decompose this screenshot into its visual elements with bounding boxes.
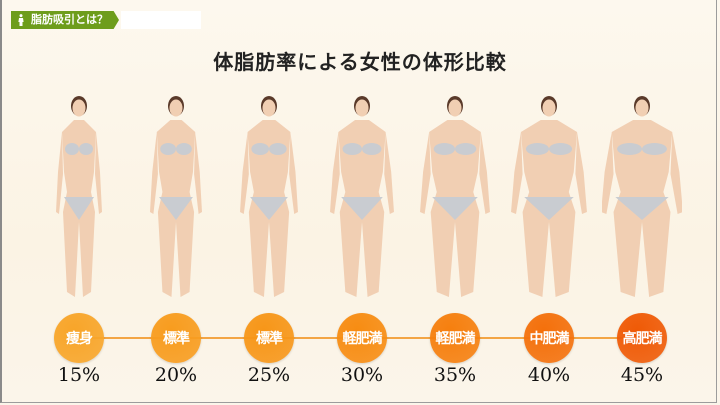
level-badge: 標準 [244, 313, 294, 363]
level-label: 軽肥満 [342, 331, 383, 347]
level-badge: 痩身 [54, 313, 104, 363]
level-badge: 高肥満 [617, 313, 667, 363]
body-figure [420, 96, 490, 297]
level-badge: 軽肥満 [430, 313, 480, 363]
body-fat-percent: 30% [340, 364, 384, 386]
body-figure [511, 96, 587, 297]
level-label: 標準 [256, 331, 283, 347]
tag-extension [121, 11, 201, 29]
page-title: 体脂肪率による女性の体形比較 [213, 50, 507, 74]
body-fat-percent: 15% [57, 364, 101, 386]
level-label: 標準 [163, 331, 190, 347]
body-figure [330, 96, 394, 297]
level-label: 高肥満 [622, 331, 663, 347]
body-fat-percent: 20% [154, 364, 198, 386]
level-badge: 標準 [151, 313, 201, 363]
section-tag-label: 脂肪吸引とは？ [31, 13, 108, 26]
body-figure [240, 96, 298, 297]
level-badge: 軽肥満 [337, 313, 387, 363]
body-figure [150, 96, 202, 297]
level-label: 痩身 [66, 331, 93, 347]
body-fat-percent: 45% [620, 364, 664, 386]
level-badge: 中肥満 [524, 313, 574, 363]
body-fat-percent: 40% [527, 364, 571, 386]
body-fat-percent: 25% [247, 364, 291, 386]
section-tag: 脂肪吸引とは？ [11, 11, 119, 29]
level-label: 中肥満 [529, 331, 570, 347]
person-icon [18, 14, 24, 26]
level-label: 軽肥満 [435, 331, 476, 347]
body-fat-percent: 35% [433, 364, 477, 386]
body-figure [602, 96, 682, 297]
body-figure [56, 96, 102, 297]
